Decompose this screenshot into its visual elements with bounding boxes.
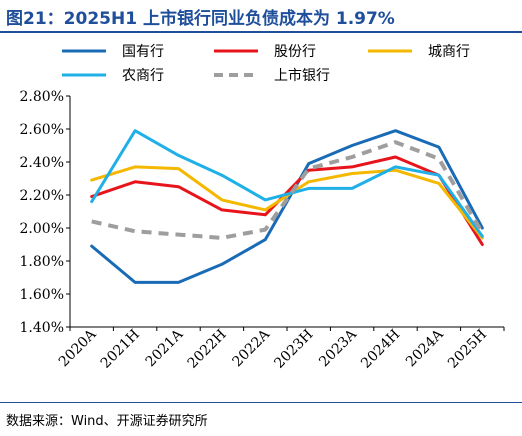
x-tick-label: 2021A — [143, 326, 187, 370]
y-tick-label: 1.40% — [20, 320, 64, 336]
legend-label: 股份行 — [274, 44, 316, 60]
series-line — [90, 165, 484, 240]
series-line — [90, 129, 484, 238]
x-tick-label: 2025H — [445, 327, 490, 372]
legend-label: 国有行 — [122, 44, 164, 60]
title-divider — [0, 31, 522, 33]
y-tick-label: 1.60% — [20, 287, 64, 303]
x-tick-label: 2024H — [358, 327, 403, 372]
series-line — [91, 140, 485, 240]
x-tick-label: 2021H — [98, 327, 143, 372]
chart-title: 图21：2025H1 上市银行同业负债成本为 1.97% — [6, 9, 395, 29]
legend-label: 上市银行 — [274, 67, 330, 84]
y-tick-label: 2.80% — [20, 89, 64, 105]
x-tick-label: 2022A — [229, 326, 273, 370]
legend-label: 城商行 — [428, 44, 470, 60]
y-tick-label: 2.20% — [20, 188, 64, 204]
y-tick-label: 2.00% — [20, 221, 64, 237]
legend-label: 农商行 — [122, 68, 164, 84]
footer-divider — [0, 402, 522, 403]
y-tick-label: 1.80% — [20, 254, 64, 270]
x-tick-label: 2024A — [403, 326, 447, 370]
x-tick-label: 2022H — [185, 327, 230, 372]
series-line — [90, 129, 484, 284]
series-line — [90, 155, 484, 246]
x-tick-label: 2023A — [316, 326, 360, 370]
x-tick-label: 2023H — [271, 327, 316, 372]
source-note: 数据来源：Wind、开源证券研究所 — [6, 414, 208, 429]
y-tick-label: 2.60% — [20, 122, 64, 138]
y-tick-label: 2.40% — [20, 155, 64, 171]
series-lines — [90, 129, 485, 284]
